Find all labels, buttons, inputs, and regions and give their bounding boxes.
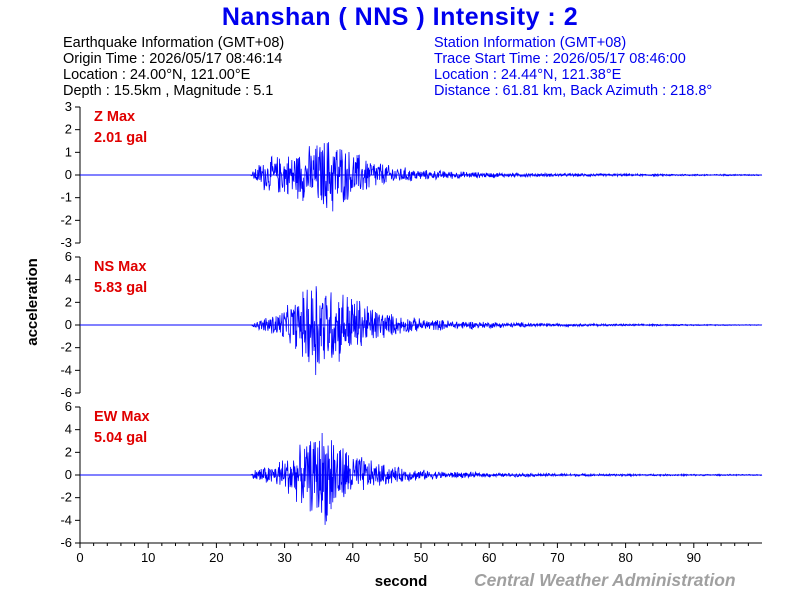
y-tick-label: -6 — [60, 385, 72, 400]
y-tick-label: 1 — [65, 144, 72, 159]
x-tick-label: 20 — [209, 550, 223, 565]
max-label-ew: EW Max — [94, 409, 150, 425]
x-tick-label: 60 — [482, 550, 496, 565]
origin-time: Origin Time : 2026/05/17 08:46:14 — [63, 51, 283, 67]
y-tick-label: 2 — [65, 294, 72, 309]
station-info-header: Station Information (GMT+08) — [434, 35, 627, 51]
station-info: Station Information (GMT+08) Trace Start… — [434, 35, 712, 99]
agency-credit: Central Weather Administration — [474, 570, 736, 590]
y-tick-label: 0 — [65, 467, 72, 482]
y-tick-label: 4 — [65, 272, 72, 287]
x-tick-label: 30 — [277, 550, 291, 565]
trace-start-time: Trace Start Time : 2026/05/17 08:46:00 — [434, 51, 686, 67]
max-label-z: Z Max — [94, 109, 135, 125]
y-tick-label: -2 — [60, 340, 72, 355]
y-tick-label: 2 — [65, 122, 72, 137]
x-tick-label: 10 — [141, 550, 155, 565]
y-tick-label: 0 — [65, 167, 72, 182]
max-value-ns: 5.83 gal — [94, 280, 147, 296]
y-tick-label: 6 — [65, 249, 72, 264]
y-tick-label: 4 — [65, 422, 72, 437]
max-value-z: 2.01 gal — [94, 130, 147, 146]
y-tick-label: -3 — [60, 235, 72, 250]
x-tick-label: 50 — [414, 550, 428, 565]
y-axis-label: acceleration — [24, 258, 41, 346]
waveform-ns — [80, 286, 763, 376]
epicenter-location: Location : 24.00°N, 121.00°E — [63, 67, 251, 83]
y-tick-label: 2 — [65, 444, 72, 459]
station-location: Location : 24.44°N, 121.38°E — [434, 67, 622, 83]
chart-title: Nanshan ( NNS ) Intensity : 2 — [221, 3, 579, 31]
x-tick-label: 0 — [76, 550, 83, 565]
x-tick-label: 40 — [346, 550, 360, 565]
x-tick-label: 70 — [550, 550, 564, 565]
y-tick-label: -4 — [60, 362, 72, 377]
waveform-z — [80, 142, 763, 212]
x-tick-label: 90 — [687, 550, 701, 565]
y-tick-label: -4 — [60, 512, 72, 527]
earthquake-info: Earthquake Information (GMT+08) Origin T… — [63, 35, 284, 99]
max-value-ew: 5.04 gal — [94, 430, 147, 446]
y-tick-label: 0 — [65, 317, 72, 332]
waveform-ew — [80, 432, 763, 525]
x-tick-label: 80 — [618, 550, 632, 565]
y-tick-label: 3 — [65, 99, 72, 114]
y-tick-label: -2 — [60, 490, 72, 505]
depth-magnitude: Depth : 15.5km , Magnitude : 5.1 — [63, 83, 274, 99]
y-tick-label: 6 — [65, 399, 72, 414]
distance-azimuth: Distance : 61.81 km, Back Azimuth : 218.… — [434, 83, 713, 99]
y-tick-label: -6 — [60, 535, 72, 550]
x-axis-label: second — [375, 573, 428, 590]
max-label-ns: NS Max — [94, 259, 146, 275]
y-tick-label: -1 — [60, 190, 72, 205]
earthquake-info-header: Earthquake Information (GMT+08) — [63, 35, 285, 51]
y-tick-label: -2 — [60, 212, 72, 227]
